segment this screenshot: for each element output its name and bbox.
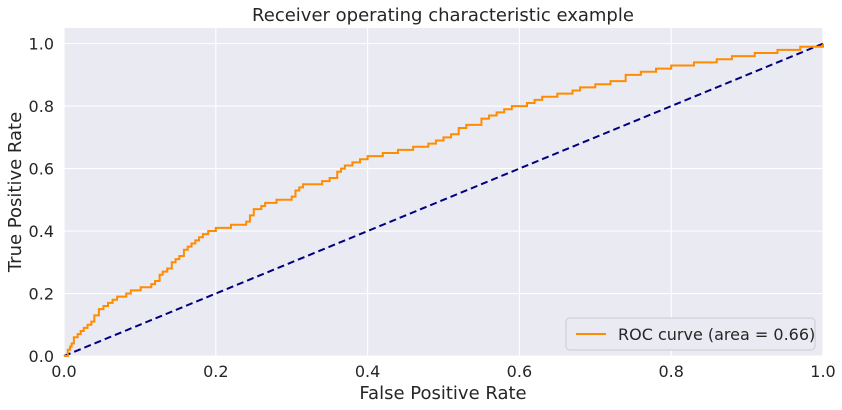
y-tick-label: 0.4 (29, 222, 54, 241)
x-tick-label: 0.0 (51, 362, 76, 381)
roc-curve-line (64, 43, 824, 357)
chart-title: Receiver operating characteristic exampl… (252, 5, 634, 26)
x-tick-label: 0.8 (658, 362, 683, 381)
x-tick-label: 0.2 (203, 362, 228, 381)
x-tick-labels: 0.0 0.2 0.4 0.6 0.8 1.0 (51, 362, 835, 381)
legend-box (565, 317, 816, 351)
y-tick-label: 0.2 (29, 285, 54, 304)
x-tick-label: 1.0 (810, 362, 835, 381)
legend: ROC curve (area = 0.66) (565, 317, 816, 351)
y-tick-label: 0.6 (29, 160, 54, 179)
x-tick-label: 0.4 (355, 362, 380, 381)
y-tick-labels: 0.0 0.2 0.4 0.6 0.8 1.0 (29, 35, 54, 366)
plot-background (64, 28, 823, 356)
grid-lines (63, 28, 824, 357)
series-layer (63, 42, 824, 357)
y-tick-label: 1.0 (29, 35, 54, 54)
chance-diagonal-line (63, 42, 824, 357)
legend-label: ROC curve (area = 0.66) (618, 325, 815, 344)
x-axis-title: False Positive Rate (359, 383, 526, 404)
x-tick-label: 0.6 (507, 362, 532, 381)
y-axis-title: True Positive Rate (5, 112, 26, 273)
y-tick-label: 0.8 (29, 97, 54, 116)
y-tick-label: 0.0 (29, 347, 54, 366)
